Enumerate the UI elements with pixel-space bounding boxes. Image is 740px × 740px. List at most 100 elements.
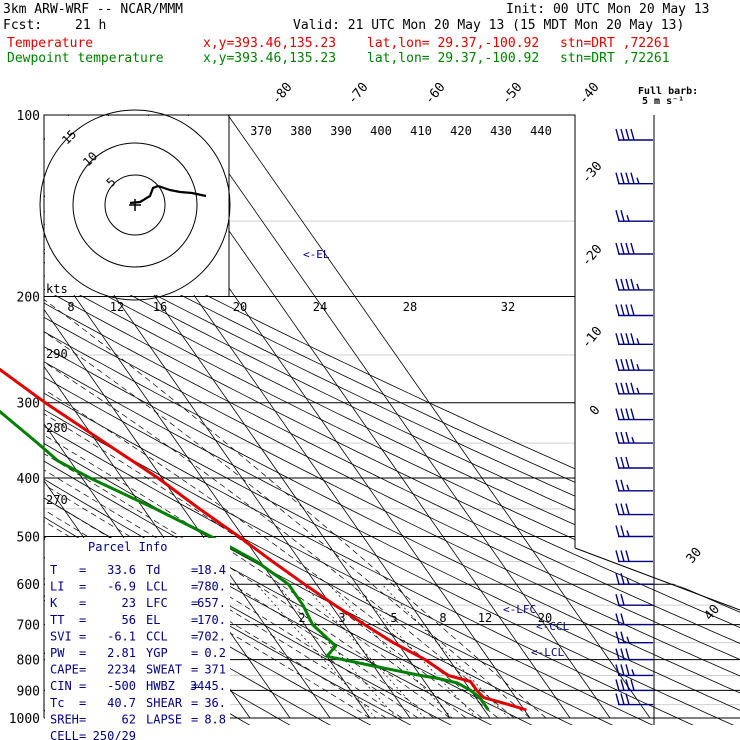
parcel-value-t: 33.6 [107,563,136,577]
wind-barb [615,333,653,345]
pressure-label: 900 [17,684,40,699]
parcel-label-sweat: SWEAT [146,663,182,677]
wind-barb [615,550,653,563]
parcel-value-li: -6.9 [107,580,136,594]
parcel-value-lcl: 780. [197,580,226,594]
dry-adiabat [44,115,740,725]
pressure-label: 300 [17,397,40,412]
mixing-ratio-line [276,583,398,719]
hodograph-center [129,199,141,211]
wind-barb [615,172,653,185]
forecast-hour: 21 h [75,18,107,33]
dry-adiabat [44,115,740,725]
init-time: Init: 00 UTC Mon 20 May 13 [506,2,710,17]
mixing-ratio-line [381,583,510,719]
theta-e-label: 430 [490,124,512,138]
wind-barb [615,679,653,692]
isotherm [187,115,611,719]
parcel-label-ygp: YGP [146,646,168,660]
hodograph-ring [104,174,166,236]
wind-barb [615,242,653,255]
parcel-eq: = [79,729,86,740]
parcel-label-li: LI [50,580,64,594]
dewpoint-station: stn=DRT ,72261 [560,51,670,66]
dry-adiabat [44,115,740,725]
parcel-value-shear: 36. [204,696,226,710]
forecast-label: Fcst: [3,18,43,33]
scale-label: 12 [110,300,124,314]
dewpoint-legend: Dewpoint temperature [7,51,164,66]
dry-adiabat [44,115,625,725]
moist-adiabat [44,296,371,719]
isotherm-label: -40 [576,80,603,108]
parcel-eq: = [79,712,86,726]
theta-label: 270 [46,493,68,507]
parcel-value-cape: 2234 [107,663,136,677]
parcel-eq: = [79,629,86,643]
parcel-value-ccl: 702. [197,629,226,643]
dewpoint-line [0,409,490,711]
wind-barb [615,525,653,538]
wind-barb [615,613,653,626]
isotherm-label: 30 [684,545,706,567]
temperature-xy: x,y=393.46,135.23 [203,36,337,51]
isotherm-label: -80 [269,80,296,108]
valid-time: Valid: 21 UTC Mon 20 May 13 (15 MDT Mon … [293,18,685,33]
parcel-value-el: 170. [197,613,226,627]
wind-barb [615,594,653,606]
parcel-eq: = [191,629,198,643]
parcel-value-sreh: 62 [122,712,136,726]
moist-adiabat [44,296,547,719]
model-title: 3km ARW-WRF -- NCAR/MMM [3,2,184,17]
dry-adiabat [44,115,544,725]
parcel-value-svi: -6.1 [107,629,136,643]
lfc-marker: <-LFC [503,603,536,616]
isotherm-label: -20 [579,242,606,270]
dry-adiabat [44,115,740,725]
parcel-eq: = [191,712,198,726]
parcel-value-cell: 250/29 [93,729,136,740]
wind-barb [615,648,653,661]
theta-e-label: 390 [330,124,352,138]
parcel-label-lapse: LAPSE [146,712,182,726]
moist-adiabat [44,296,435,719]
annotations: Full barb: 5 m s⁻¹ <-EL <-LFC <-CCL <-LC… [303,86,698,659]
parcel-label-ccl: CCL [146,629,168,643]
parcel-value-pw: 2.81 [107,646,136,660]
parcel-eq: = [79,679,86,693]
sounding-curves [0,367,527,712]
parcel-eq: = [79,613,86,627]
pressure-label: 700 [17,619,40,634]
isotherm-label: 0 [587,403,604,419]
parcel-value-sweat: 371 [204,663,226,677]
parcel-eq: = [191,563,198,577]
mixing-ratio-label: 5 [390,611,397,625]
wind-barb [615,456,653,469]
parcel-eq: = [79,663,86,677]
mixing-ratio-label: 3 [338,611,345,625]
parcel-label-lcl: LCL [146,580,168,594]
mixing-ratio-label: 12 [478,611,492,625]
wind-barb [615,503,653,516]
parcel-label-lfc: LFC [146,596,168,610]
moist-adiabat [44,296,515,719]
temperature-legend: Temperature [7,36,94,51]
header: 3km ARW-WRF -- NCAR/MMM Init: 00 UTC Mon… [0,0,740,70]
parcel-value-lapse: 8.8 [204,712,226,726]
parcel-label-sreh: SREH [50,712,79,726]
temperature-latlon: lat,lon= 29.37,-100.92 [367,36,540,51]
dry-adiabat [44,115,740,725]
wind-barb [615,631,653,644]
theta-e-label: 410 [410,124,432,138]
parcel-label-t: T [50,563,57,577]
hodograph-ring [39,109,231,301]
dry-adiabat [44,115,740,725]
hodograph-units: kts [46,282,68,296]
isotherm-label: -50 [499,80,526,108]
parcel-label-k: K [50,596,58,610]
parcel-value-tt: 56 [122,613,136,627]
wind-barb [615,664,653,677]
wind-barb [615,431,653,444]
wind-barbs [615,115,655,725]
